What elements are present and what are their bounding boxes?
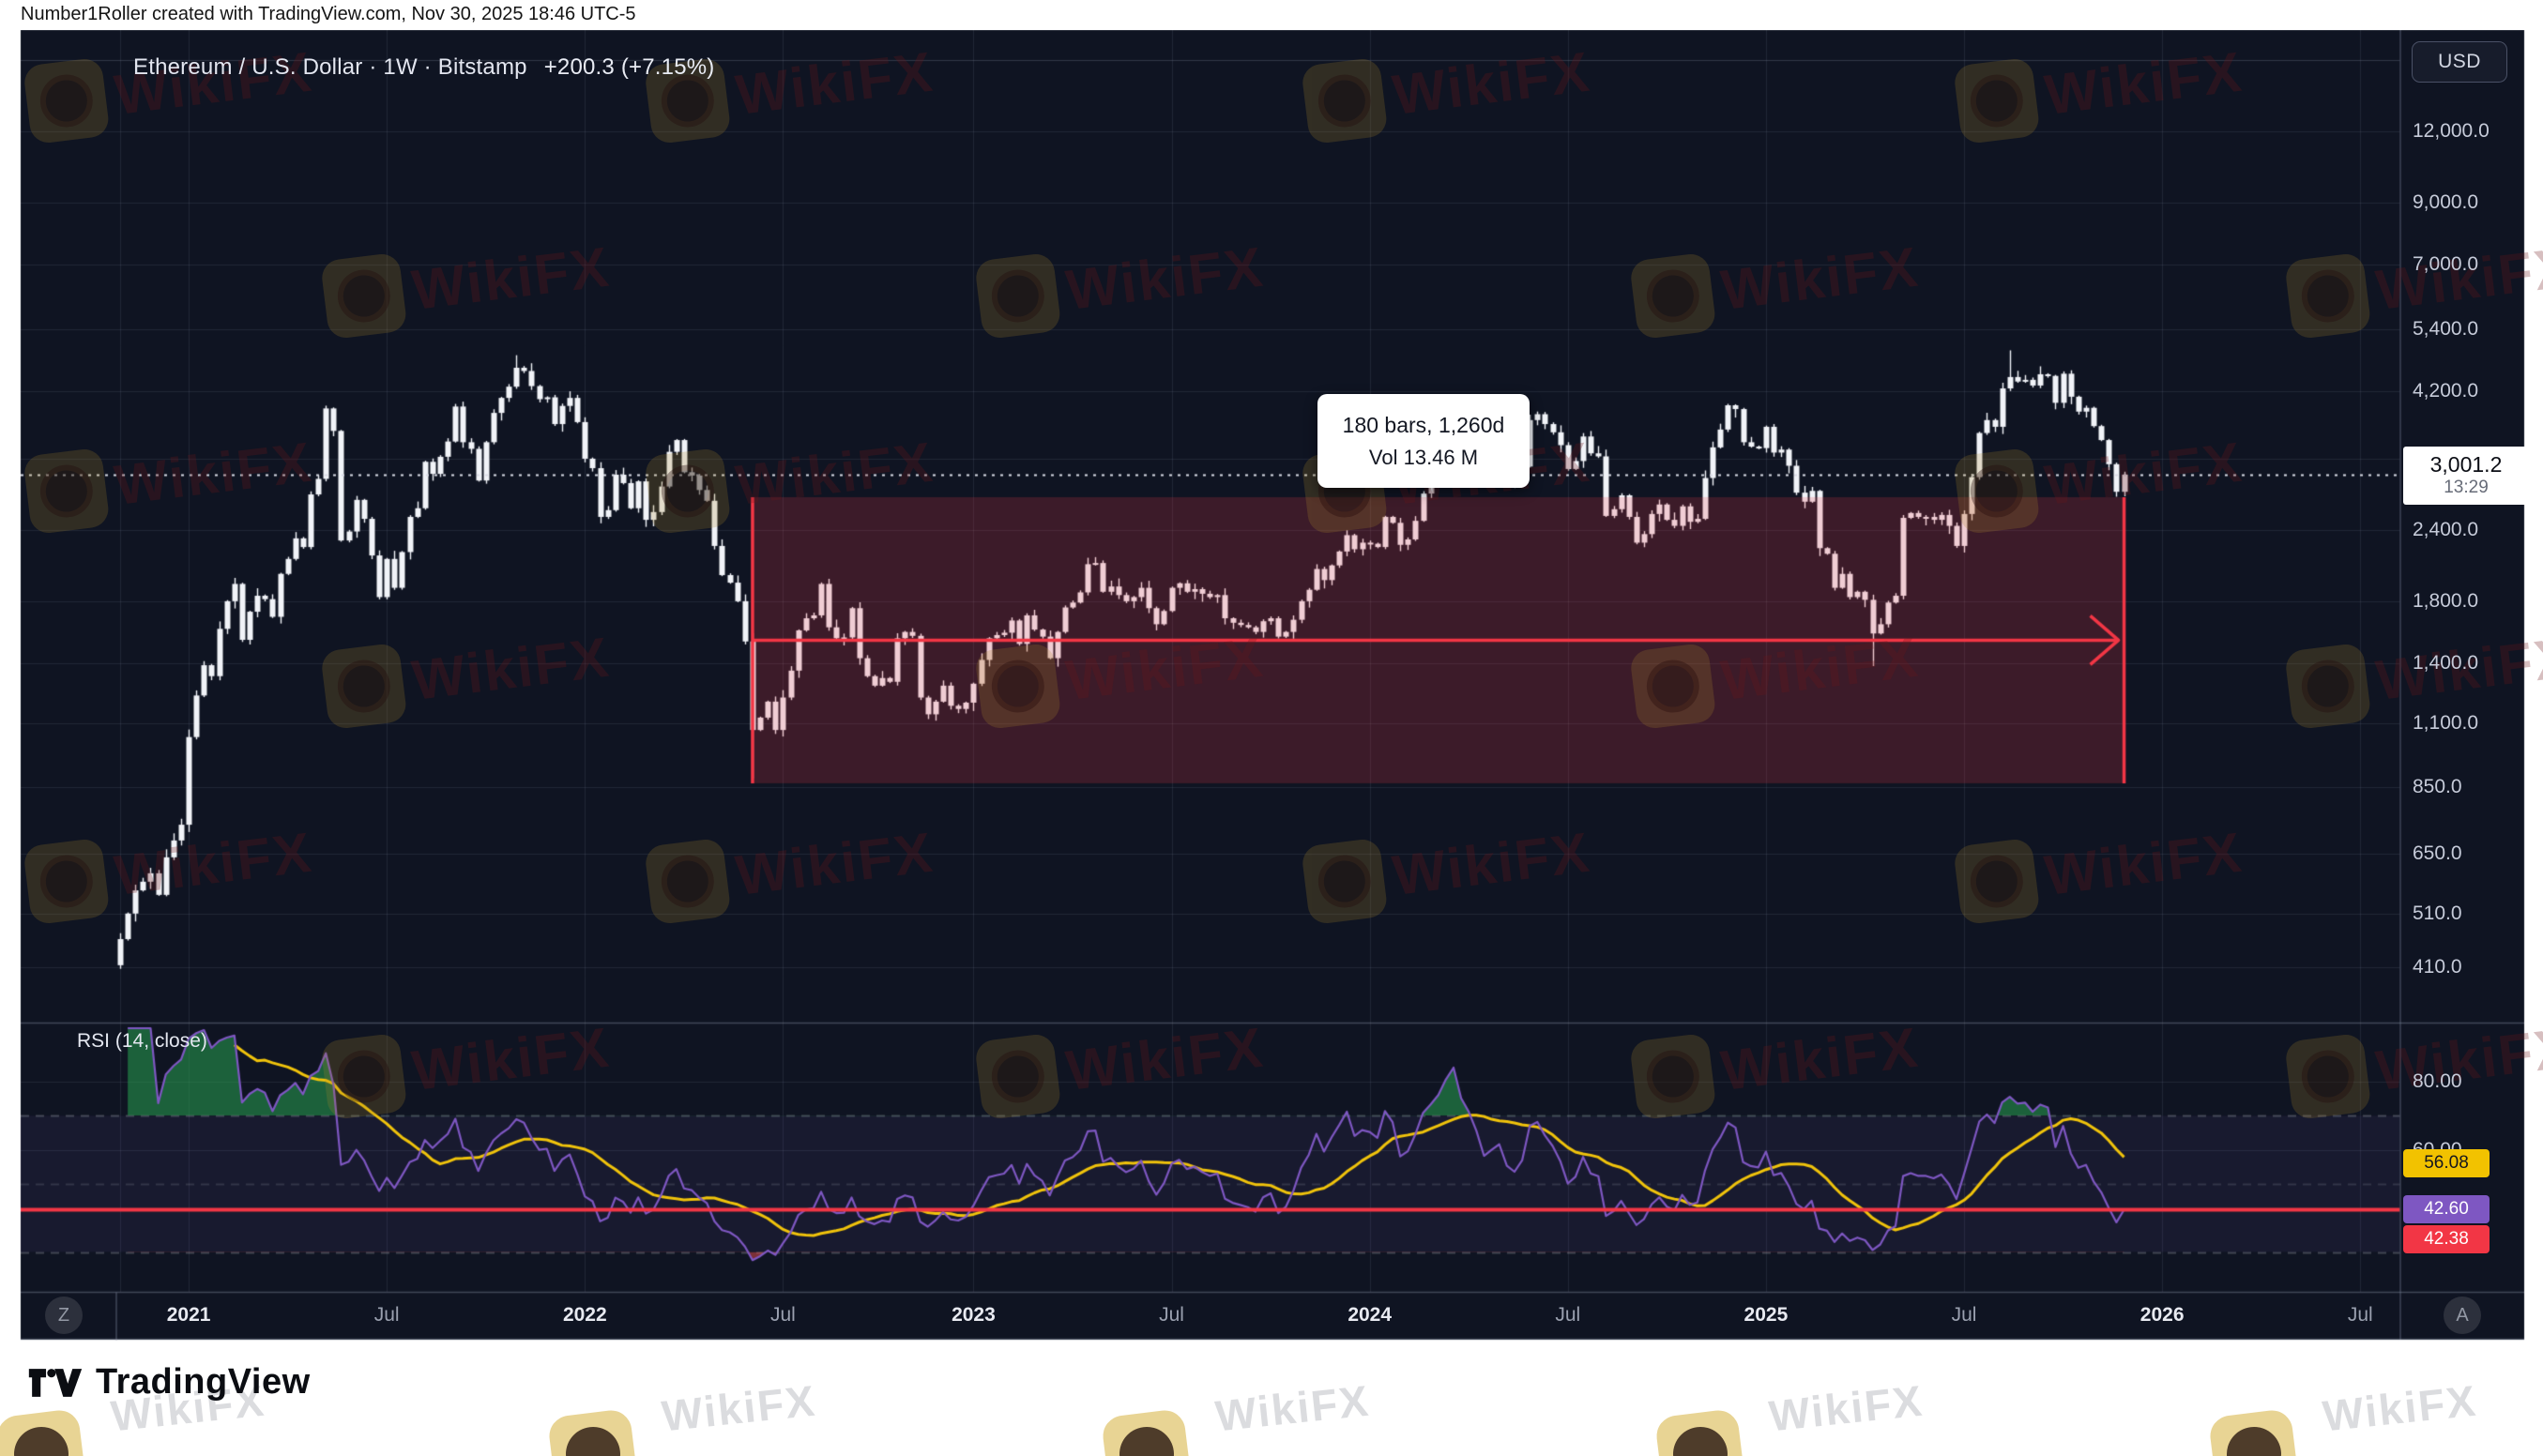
price-tick-label: 5,400.0 xyxy=(2413,317,2479,340)
current-price-value: 3,001.2 xyxy=(2429,452,2503,478)
time-tick-label-2021: 2021 xyxy=(166,1304,211,1326)
time-axis[interactable]: 2021 Jul 2022 Jul 2023 Jul 2024 Jul 2025 Jul 2026 J… xyxy=(21,1292,2524,1340)
time-tick-label-jul: Jul xyxy=(373,1304,400,1326)
symbol-title: Ethereum / U.S. Dollar · 1W · Bitstamp xyxy=(133,54,527,80)
symbol-header[interactable]: Ethereum / U.S. Dollar · 1W · Bitstamp +2… xyxy=(133,54,715,81)
attribution-text: Number1Roller created with TradingView.c… xyxy=(21,4,636,24)
measure-tooltip: 180 bars, 1,260d Vol 13.46 M xyxy=(1317,394,1530,488)
rsi-ma-value-badge: 56.08 xyxy=(2403,1148,2490,1177)
current-price-label: 3,001.2 13:29 xyxy=(2403,446,2529,505)
rsi-value-badge: 42.60 xyxy=(2403,1194,2490,1223)
price-tick-label: 2,400.0 xyxy=(2413,518,2479,540)
measure-bars-days: 180 bars, 1,260d xyxy=(1342,412,1505,437)
rsi-tick-label: 80.00 xyxy=(2413,1070,2462,1092)
price-tick-label: 1,800.0 xyxy=(2413,589,2479,612)
price-tick-label: 1,100.0 xyxy=(2413,711,2479,734)
auto-scale-button[interactable]: A xyxy=(2444,1297,2481,1334)
price-tick-label: 510.0 xyxy=(2413,902,2462,924)
price-tick-label: 1,400.0 xyxy=(2413,652,2479,675)
time-tick-label-2025: 2025 xyxy=(1744,1304,1789,1326)
price-tick-label: 12,000.0 xyxy=(2413,120,2490,142)
time-tick-label-2023: 2023 xyxy=(952,1304,996,1326)
tradingview-brand-text: TradingView xyxy=(96,1362,311,1402)
price-tick-label: 9,000.0 xyxy=(2413,190,2479,213)
time-tick-label-jul: Jul xyxy=(1951,1304,1977,1326)
timezone-button[interactable]: Z xyxy=(45,1297,83,1334)
price-tick-label: 650.0 xyxy=(2413,842,2462,864)
price-axis[interactable]: 12,000.09,000.07,000.05,400.04,200.03,20… xyxy=(2400,30,2524,1292)
price-tick-label: 7,000.0 xyxy=(2413,253,2479,276)
time-tick-label-2022: 2022 xyxy=(562,1304,607,1326)
price-tick-label: 4,200.0 xyxy=(2413,380,2479,402)
price-tick-label: 850.0 xyxy=(2413,775,2462,797)
measure-volume: Vol 13.46 M xyxy=(1368,445,1479,469)
tradingview-brand[interactable]: TradingView xyxy=(28,1362,311,1403)
price-change: +200.3 (+7.15%) xyxy=(543,54,715,80)
time-tick-label-jul: Jul xyxy=(770,1304,796,1326)
attribution-bar: Number1Roller created with TradingView.c… xyxy=(0,0,2543,30)
time-tick-label-2026: 2026 xyxy=(2139,1304,2185,1326)
time-tick-label-2024: 2024 xyxy=(1348,1304,1393,1326)
time-tick-label-jul: Jul xyxy=(1159,1304,1184,1326)
rsi-indicator-title[interactable]: RSI (14, close) xyxy=(77,1030,207,1052)
currency-button[interactable]: USD xyxy=(2412,41,2507,83)
rsi-hline-value-badge: 42.38 xyxy=(2403,1224,2490,1253)
tradingview-logo-icon xyxy=(28,1368,83,1397)
bar-countdown: 13:29 xyxy=(2444,477,2489,497)
price-tick-label: 410.0 xyxy=(2413,956,2462,978)
time-tick-label-jul: Jul xyxy=(2347,1304,2373,1326)
time-tick-label-jul: Jul xyxy=(1555,1304,1581,1326)
